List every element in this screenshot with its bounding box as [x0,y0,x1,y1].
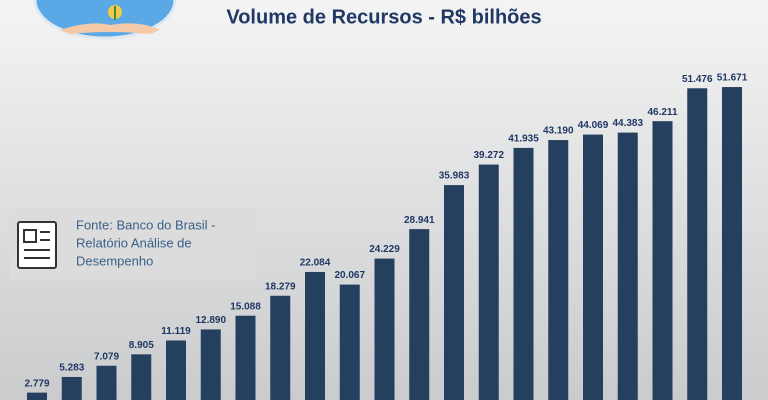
bar [200,329,221,400]
bar [235,315,256,400]
source-line: Fonte: Banco do Brasil - [76,217,215,232]
value-label: 28.941 [404,215,435,226]
value-label: 43.190 [543,126,574,137]
value-label: 35.983 [439,171,470,182]
value-label: 51.671 [717,73,748,84]
bar [687,88,708,400]
value-label: 51.476 [682,74,713,85]
bar [96,365,117,400]
bar [409,229,430,400]
value-label: 24.229 [369,244,400,255]
bar [617,132,638,400]
bar [478,164,499,400]
bar [722,87,742,400]
value-label: 41.935 [508,134,539,145]
value-label: 2.779 [24,378,49,389]
value-label: 8.905 [129,340,154,351]
bar [305,271,325,400]
bar [61,376,82,400]
bar [131,354,152,400]
bar [339,284,360,400]
value-label: 44.069 [578,120,609,131]
value-label: 5.283 [59,363,84,374]
value-label: 20.067 [334,270,365,281]
document-icon [17,221,57,269]
value-label: 18.279 [265,281,296,292]
source-line: Desempenho [76,253,153,268]
logo-icon [33,0,177,40]
bar [270,295,291,400]
bar [513,147,534,400]
bar [444,185,464,400]
bar [548,140,569,400]
bar [166,340,186,400]
bar [652,121,673,400]
value-label: 11.119 [161,326,191,337]
bar [27,392,47,400]
value-label: 46.211 [647,107,677,118]
source-line: Relatório Análise de [76,235,192,250]
value-label: 44.383 [612,118,643,129]
bar [374,258,395,400]
source-box: Fonte: Banco do Brasil - Relatório Análi… [10,208,255,280]
value-label: 15.088 [230,301,261,312]
value-label: 22.084 [300,258,331,269]
value-label: 39.272 [473,150,504,161]
value-label: 7.079 [94,351,119,362]
bar [583,134,603,400]
chart-title: Volume de Recursos - R$ bilhões [226,6,541,28]
value-label: 12.890 [195,315,226,326]
